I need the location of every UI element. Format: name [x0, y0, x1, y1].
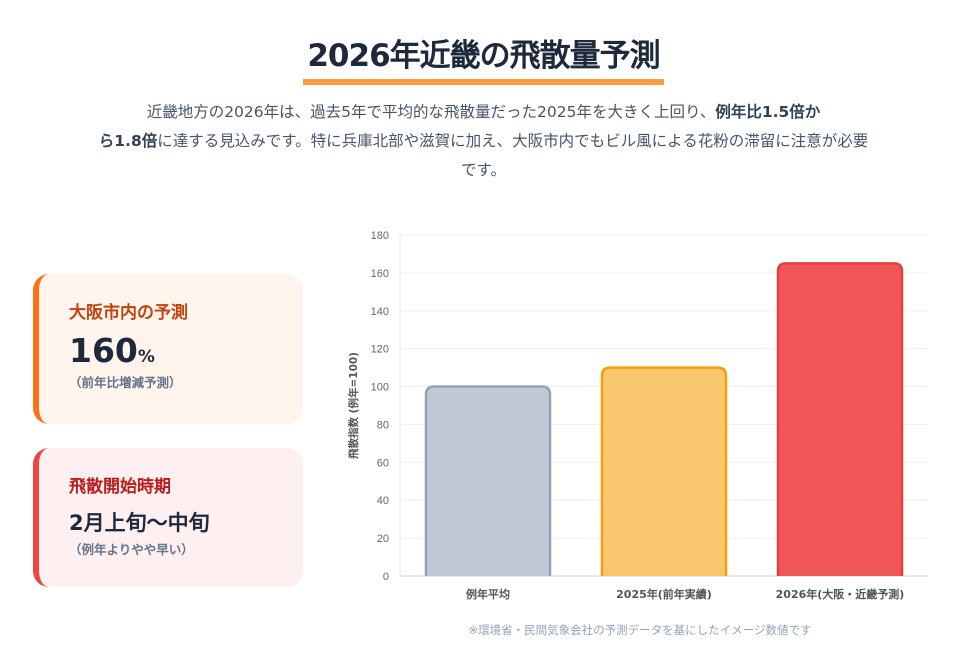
y-tick-label: 0: [383, 571, 389, 583]
y-tick-label: 20: [377, 533, 389, 545]
page-title: 2026年近畿の飛散量予測: [0, 30, 967, 85]
bar: [424, 385, 552, 576]
y-tick-label: 100: [371, 382, 389, 394]
y-tick-label: 120: [371, 344, 389, 356]
card-note: （例年よりやや早い）: [69, 542, 194, 557]
x-tick-label: 例年平均: [466, 587, 510, 601]
card-title: 大阪市内の予測: [69, 303, 188, 323]
y-tick-label: 180: [371, 230, 389, 242]
y-tick-label: 40: [377, 495, 389, 507]
x-tick-label: 2026年(大阪・近畿予測): [776, 587, 905, 601]
y-axis-title: 飛散指数 (例年=100): [347, 352, 360, 460]
footnote: ※環境省・民間気象会社の予測データを基にしたイメージ数値です: [468, 623, 812, 637]
y-tick-label: 80: [377, 419, 389, 431]
bar: [776, 262, 904, 576]
lead-text: 近畿地方の2026年は、過去5年で平均的な飛散量だった2025年を大きく上回り、…: [98, 103, 869, 179]
y-tick-label: 60: [377, 457, 389, 469]
y-tick-label: 160: [371, 268, 389, 280]
x-tick-label: 2025年(前年実績): [616, 587, 712, 601]
card-note: （前年比増減予測）: [69, 375, 182, 390]
card-value: 2月上旬〜中旬: [69, 511, 210, 535]
start-period-card: 飛散開始時期 2月上旬〜中旬 （例年よりやや早い）: [33, 448, 303, 587]
bar: [600, 366, 728, 576]
y-tick-label: 140: [371, 306, 389, 318]
bar-chart: 0 20 40 60 80 100 120 140 160 180 飛散指数 (例年=100) 例年平…: [347, 230, 928, 601]
card-value: 160%: [69, 331, 155, 370]
osaka-forecast-card: 大阪市内の予測 160% （前年比増減予測）: [33, 274, 303, 424]
card-title: 飛散開始時期: [69, 477, 171, 497]
